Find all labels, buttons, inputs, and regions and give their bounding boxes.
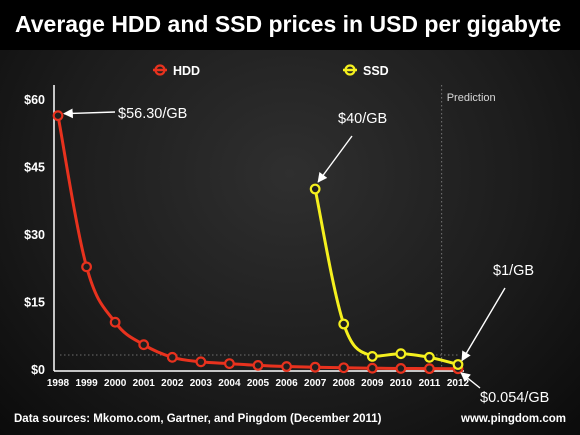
x-tick-label: 2009 [361,378,384,389]
ssd-data-point [452,359,464,370]
hdd-data-point [166,351,178,363]
x-tick-label: 2011 [419,378,441,389]
hdd-data-point [281,361,292,372]
legend-marker [154,64,166,76]
hdd-data-point [224,358,235,370]
hdd-data-point [195,356,207,368]
x-tick-label: 2002 [161,378,184,389]
x-tick-label: 2001 [133,378,156,389]
ssd-data-point [424,351,435,363]
x-tick-label: 2012 [447,378,470,389]
chart-title: Average HDD and SSD prices in USD per gi… [15,11,562,37]
prediction-label: Prediction [447,92,496,104]
x-tick-label: 2006 [275,378,298,389]
hdd-data-point [109,316,121,328]
title-bar: Average HDD and SSD prices in USD per gi… [0,0,580,50]
y-tick-label: $30 [24,228,45,242]
ssd-data-point [395,348,407,360]
x-tick-label: 2005 [247,378,270,389]
hdd-data-point [81,261,92,273]
footer-data-sources: Data sources: Mkomo.com, Gartner, and Pi… [14,413,382,425]
x-tick-label: 2008 [333,378,356,389]
hdd-data-point [338,362,350,374]
x-tick-label: 2003 [190,378,213,389]
x-tick-label: 2010 [390,378,413,389]
annotation-label: $1/GB [493,263,534,279]
legend-label: HDD [173,64,200,78]
y-tick-label: $60 [24,93,45,107]
annotation-label: $40/GB [338,111,387,127]
x-tick-label: 2007 [304,378,327,389]
annotation-label: $0.054/GB [480,390,549,406]
ssd-series-line [313,187,460,366]
ssd-data-point [338,318,350,330]
hdd-data-point [424,363,435,375]
annotation-label: $56.30/GB [118,106,187,122]
x-tick-label: 2000 [104,378,127,389]
hdd-series-line [56,114,460,371]
annotation-arrow [460,372,481,389]
hdd-data-point [309,361,321,373]
x-tick-label: 1998 [47,378,70,389]
annotation-arrow [317,135,353,183]
legend-marker [344,64,356,76]
annotation-arrow [63,108,116,119]
y-tick-label: $45 [24,161,45,175]
x-tick-label: 2004 [218,378,241,389]
hdd-data-point [366,362,378,374]
hdd-data-point [52,110,64,122]
ssd-data-point [366,351,378,362]
legend-label: SSD [363,64,389,78]
ssd-data-point [309,183,321,195]
y-tick-label: $15 [24,296,45,310]
footer-website: www.pingdom.com [461,413,566,425]
annotation-arrow [461,287,506,362]
hdd-data-point [395,363,407,374]
x-tick-label: 1999 [75,378,98,389]
hdd-data-point [252,360,264,371]
hdd-data-point [138,339,150,351]
y-tick-label: $0 [31,363,45,377]
